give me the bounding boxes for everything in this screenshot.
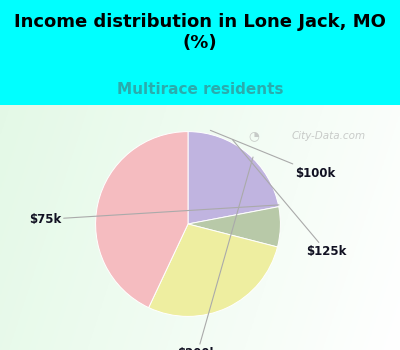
Wedge shape [96,132,188,308]
Text: $75k: $75k [29,205,279,226]
Text: $100k: $100k [210,130,336,180]
Text: Income distribution in Lone Jack, MO
(%): Income distribution in Lone Jack, MO (%) [14,13,386,52]
Wedge shape [188,132,279,224]
Wedge shape [188,207,280,247]
Text: ◔: ◔ [248,129,260,142]
Text: $200k: $200k [177,157,253,350]
Text: $125k: $125k [232,140,347,258]
Text: Multirace residents: Multirace residents [117,82,283,97]
Text: City-Data.com: City-Data.com [292,131,366,141]
Wedge shape [149,224,278,316]
